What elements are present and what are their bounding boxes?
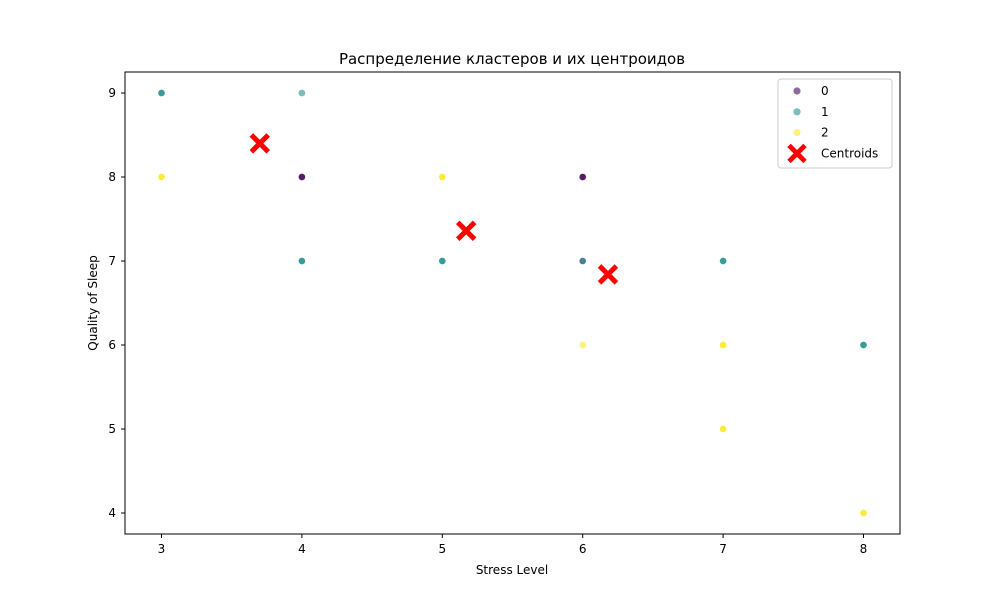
data-point-cluster-1 — [578, 257, 587, 265]
data-point-overlap — [298, 257, 306, 265]
legend-marker-cluster-0 — [793, 87, 801, 95]
legend: 0 1 2 Centroids — [777, 78, 893, 169]
data-point-overlap — [719, 257, 727, 265]
x-axis-label: Stress Level — [476, 563, 548, 577]
y-tick-label: 5 — [108, 422, 116, 436]
centroid-marker — [249, 133, 271, 154]
data-point-overlap — [439, 257, 446, 265]
centroid-marker — [597, 264, 619, 285]
y-axis: 4 5 6 7 8 9 — [108, 86, 125, 520]
centroids-layer — [249, 133, 619, 285]
y-tick-label: 6 — [108, 338, 116, 352]
x-tick-label: 5 — [438, 542, 446, 556]
data-point-overlap — [439, 173, 446, 181]
legend-marker-cluster-1 — [793, 108, 801, 116]
data-point-overlap — [719, 341, 727, 349]
x-tick-label: 3 — [158, 542, 166, 556]
centroid-marker — [455, 220, 477, 242]
data-point-overlap — [719, 425, 727, 433]
data-point-overlap — [579, 173, 586, 181]
x-tick-label: 6 — [579, 542, 587, 556]
legend-label-cluster-1: 1 — [821, 105, 829, 119]
y-axis-label: Quality of Sleep — [86, 255, 100, 350]
x-axis: 3 4 5 6 7 8 — [158, 534, 868, 556]
legend-label-cluster-0: 0 — [821, 84, 829, 98]
plot-frame — [124, 71, 901, 535]
x-tick-label: 7 — [719, 542, 727, 556]
data-point-overlap — [158, 173, 165, 181]
legend-box — [777, 78, 893, 169]
chart-title: Распределение кластеров и их центроидов — [339, 50, 685, 68]
legend-marker-cluster-2 — [793, 129, 801, 137]
data-point-cluster-1 — [298, 89, 306, 97]
data-point-overlap — [860, 509, 867, 517]
data-point-cluster-2 — [578, 341, 587, 349]
x-tick-label: 4 — [298, 542, 306, 556]
x-tick-label: 8 — [860, 542, 868, 556]
legend-label-cluster-2: 2 — [821, 126, 829, 140]
plot-area — [124, 71, 901, 535]
legend-marker-centroids — [787, 143, 807, 164]
legend-label-centroids: Centroids — [821, 146, 878, 160]
y-tick-label: 7 — [108, 254, 116, 268]
data-point-overlap — [298, 173, 306, 181]
points-layer — [157, 89, 868, 517]
y-tick-label: 9 — [108, 86, 116, 100]
y-tick-label: 8 — [108, 170, 116, 184]
data-point-overlap — [860, 341, 867, 349]
y-tick-label: 4 — [108, 506, 116, 520]
data-point-overlap — [158, 89, 165, 97]
